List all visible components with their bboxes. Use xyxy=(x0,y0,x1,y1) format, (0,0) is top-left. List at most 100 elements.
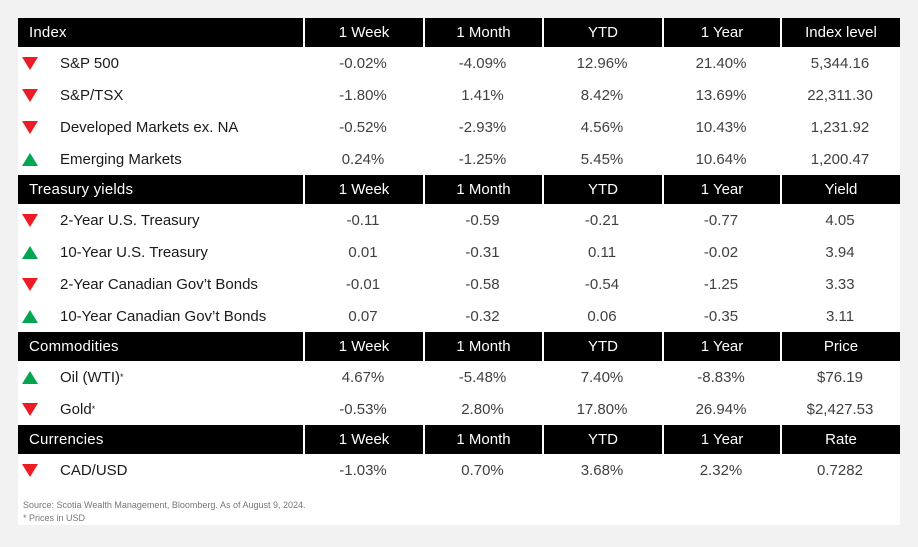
value-level: 22,311.30 xyxy=(807,86,873,104)
row-label: 2-Year U.S. Treasury xyxy=(18,212,303,229)
section-header-commodities: Commodities 1 Week 1 Month YTD 1 Year Pr… xyxy=(18,332,900,361)
value-1year: 10.43% xyxy=(695,118,747,136)
col-header-ytd: YTD xyxy=(542,332,662,361)
section-title: Index xyxy=(29,24,67,41)
value-yield: 3.94 xyxy=(825,243,855,261)
trend-arrow-icon xyxy=(22,463,38,477)
value-1week: -0.11 xyxy=(346,211,380,229)
table-row: Emerging Markets 0.24% -1.25% 5.45% 10.6… xyxy=(18,143,900,175)
col-header-rate: Rate xyxy=(780,425,900,454)
value-ytd: 3.68% xyxy=(580,461,624,479)
col-header-ytd: YTD xyxy=(542,175,662,204)
value-yield: 3.11 xyxy=(825,307,855,325)
col-header-1year: 1 Year xyxy=(662,18,780,47)
col-header-ytd: YTD xyxy=(542,425,662,454)
row-label: Oil (WTI) * xyxy=(18,369,303,386)
value-ytd: 12.96% xyxy=(576,54,628,72)
row-label: 10-Year U.S. Treasury xyxy=(18,244,303,261)
value-price: $76.19 xyxy=(817,368,863,386)
trend-arrow-icon xyxy=(22,277,38,291)
value-1week: 4.67% xyxy=(341,368,385,386)
value-1year: -8.83% xyxy=(697,368,745,386)
value-1month: 0.70% xyxy=(461,461,504,479)
value-ytd: 0.06 xyxy=(587,307,617,325)
value-ytd: 7.40% xyxy=(580,368,624,386)
col-header-1month: 1 Month xyxy=(423,18,542,47)
col-header-1month: 1 Month xyxy=(423,425,542,454)
value-1year: 26.94% xyxy=(695,400,747,418)
footnote-line: * Prices in USD xyxy=(23,513,86,523)
trend-arrow-icon xyxy=(22,245,38,259)
row-label: Emerging Markets xyxy=(18,151,303,168)
value-1month: -5.48% xyxy=(458,368,507,386)
section-header-currencies: Currencies 1 Week 1 Month YTD 1 Year Rat… xyxy=(18,425,900,454)
instrument-name: Developed Markets ex. NA xyxy=(60,118,239,136)
table-row: Oil (WTI) * 4.67% -5.48% 7.40% -8.83% $76… xyxy=(18,361,900,393)
instrument-name: 10-Year Canadian Gov’t Bonds xyxy=(60,307,267,325)
value-1week: 0.07 xyxy=(348,307,378,325)
value-ytd: -0.21 xyxy=(584,211,620,229)
col-header-yield: Yield xyxy=(780,175,900,204)
col-header-price: Price xyxy=(780,332,900,361)
row-label: 10-Year Canadian Gov’t Bonds xyxy=(18,308,303,325)
value-level: 1,200.47 xyxy=(810,150,870,168)
instrument-name: CAD/USD xyxy=(60,461,128,479)
table-row: 10-Year Canadian Gov’t Bonds 0.07 -0.32 … xyxy=(18,300,900,332)
instrument-name: S&P/TSX xyxy=(60,86,124,104)
value-1month: -2.93% xyxy=(458,118,507,136)
value-1month: -1.25% xyxy=(458,150,507,168)
value-1year: -0.02 xyxy=(703,243,739,261)
value-1week: -0.01 xyxy=(345,275,381,293)
col-header-index-level: Index level xyxy=(780,18,900,47)
value-ytd: 0.11 xyxy=(587,243,617,261)
value-1year: -0.35 xyxy=(703,307,739,325)
value-1week: 0.01 xyxy=(348,243,378,261)
value-1week: 0.24% xyxy=(341,150,385,168)
row-label: CAD/USD xyxy=(18,462,303,479)
col-header-ytd: YTD xyxy=(542,18,662,47)
source-line: Source: Scotia Wealth Management, Bloomb… xyxy=(23,500,306,510)
value-1month: -0.58 xyxy=(465,275,500,293)
value-1month: -0.31 xyxy=(465,243,500,261)
col-header-1week: 1 Week xyxy=(303,425,423,454)
instrument-name: Oil (WTI) xyxy=(60,368,120,386)
col-header-1year: 1 Year xyxy=(662,425,780,454)
row-label: Developed Markets ex. NA xyxy=(18,119,303,136)
value-level: 5,344.16 xyxy=(810,54,870,72)
table-footer: Source: Scotia Wealth Management, Bloomb… xyxy=(18,486,900,525)
value-1week: -1.80% xyxy=(339,86,387,104)
table-row: S&P 500 -0.02% -4.09% 12.96% 21.40% 5,34… xyxy=(18,47,900,79)
row-label: S&P 500 xyxy=(18,55,303,72)
col-header-1year: 1 Year xyxy=(662,332,780,361)
instrument-name: 2-Year Canadian Gov’t Bonds xyxy=(60,275,258,293)
value-1year: 10.64% xyxy=(695,150,747,168)
value-yield: 3.33 xyxy=(825,275,855,293)
col-header-1week: 1 Week xyxy=(303,18,423,47)
table-row: CAD/USD -1.03% 0.70% 3.68% 2.32% 0.7282 xyxy=(18,454,900,486)
value-ytd: -0.54 xyxy=(584,275,620,293)
table-row: 2-Year Canadian Gov’t Bonds -0.01 -0.58 … xyxy=(18,268,900,300)
col-header-1year: 1 Year xyxy=(662,175,780,204)
instrument-name: Emerging Markets xyxy=(60,150,182,168)
instrument-name: S&P 500 xyxy=(60,54,119,72)
trend-arrow-icon xyxy=(22,213,38,227)
value-ytd: 4.56% xyxy=(580,118,624,136)
trend-arrow-icon xyxy=(22,120,38,134)
value-ytd: 8.42% xyxy=(580,86,624,104)
value-1week: -0.02% xyxy=(339,54,387,72)
value-1week: -0.53% xyxy=(339,400,387,418)
value-1year: 21.40% xyxy=(695,54,747,72)
value-1month: 2.80% xyxy=(461,400,504,418)
value-1month: -0.59 xyxy=(465,211,500,229)
value-1week: -1.03% xyxy=(339,461,387,479)
section-title: Currencies xyxy=(29,431,104,448)
value-1year: 13.69% xyxy=(695,86,747,104)
value-level: 1,231.92 xyxy=(810,118,870,136)
value-1week: -0.52% xyxy=(339,118,387,136)
section-title: Treasury yields xyxy=(29,181,134,198)
col-header-1month: 1 Month xyxy=(423,175,542,204)
table-row: 10-Year U.S. Treasury 0.01 -0.31 0.11 -0… xyxy=(18,236,900,268)
table-row: S&P/TSX -1.80% 1.41% 8.42% 13.69% 22,311… xyxy=(18,79,900,111)
col-header-1week: 1 Week xyxy=(303,332,423,361)
value-rate: 0.7282 xyxy=(817,461,863,479)
